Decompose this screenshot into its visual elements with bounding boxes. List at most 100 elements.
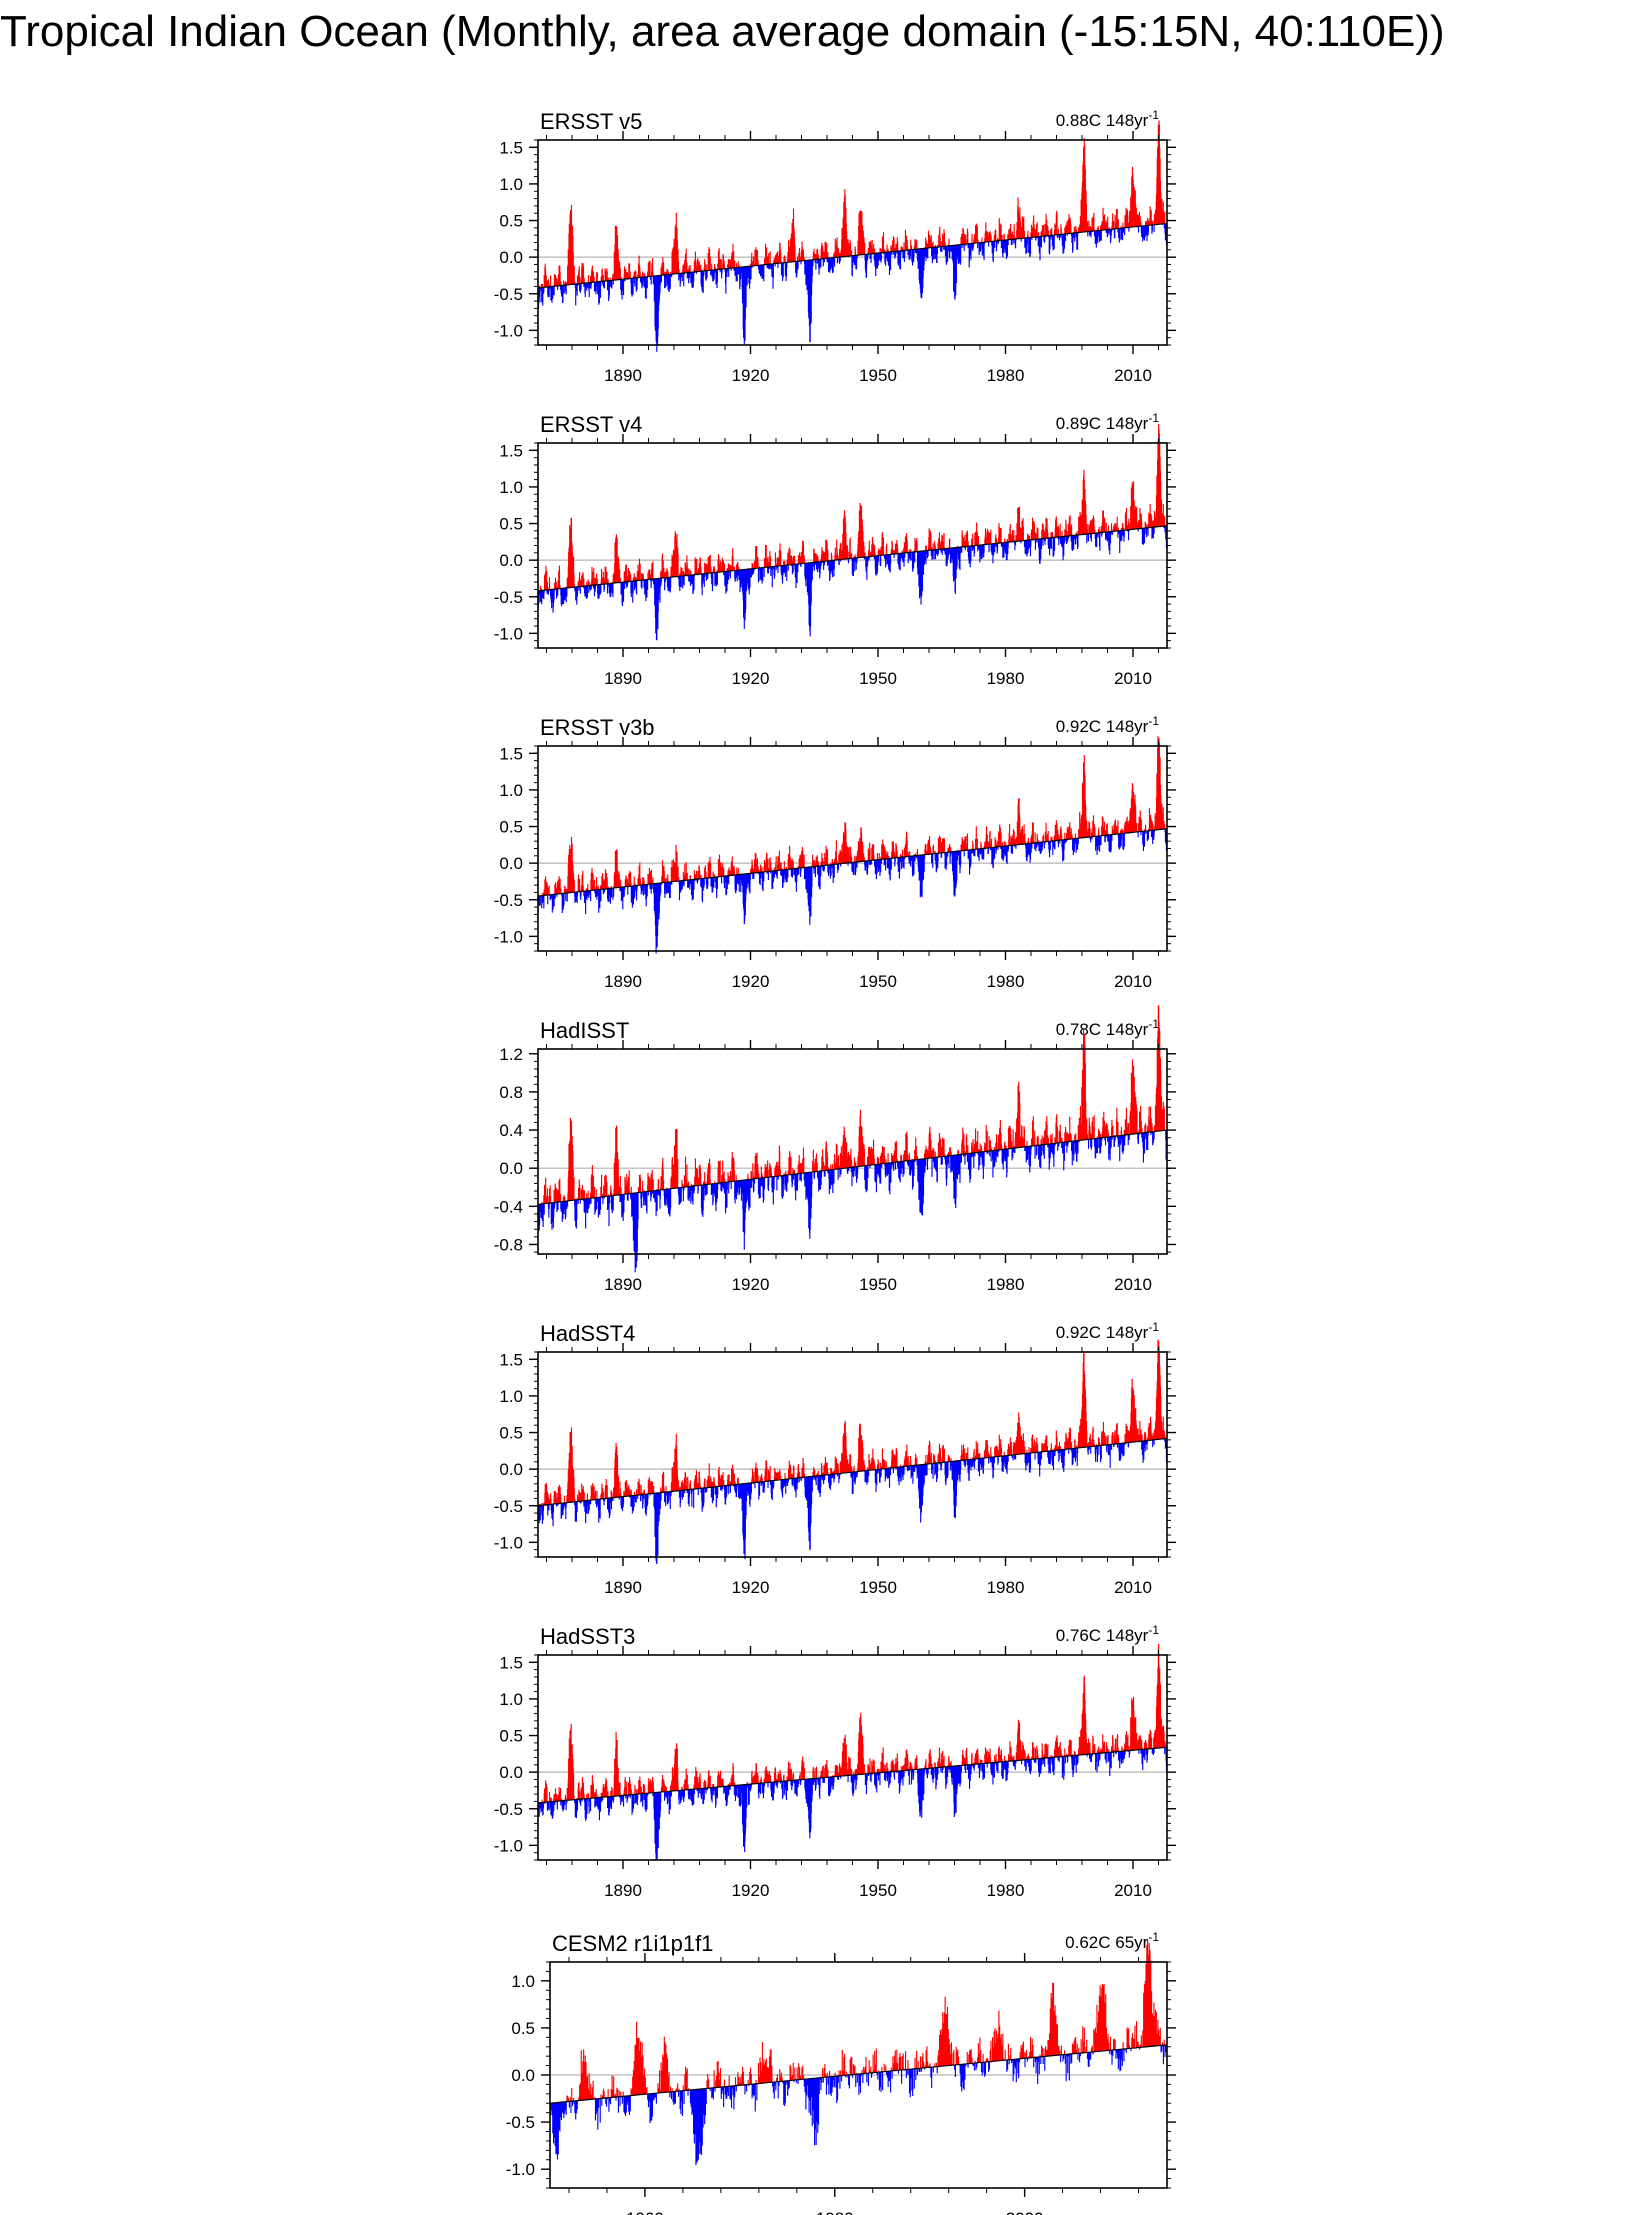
y-tick-label: 1.0: [499, 478, 523, 497]
y-tick-label: 1.5: [499, 1653, 523, 1672]
y-tick-label: 1.5: [499, 441, 523, 460]
chart-panel-3: ERSST v3b 0.92C 148yr-1 -1.0 -0.5 0.0 0.5 1.0 1…: [494, 714, 1176, 991]
chart-panel-6: HadSST3 0.76C 148yr-1 -1.0 -0.5 0.0 0.5 1.0 1.5…: [494, 1623, 1176, 1900]
chart-panel-2: ERSST v4 0.89C 148yr-1 -1.0 -0.5 0.0 0.5 1.0 1.…: [494, 411, 1176, 688]
x-tick-label: 1890: [604, 669, 642, 688]
trend-line: [537, 222, 1168, 289]
x-tick-label: 2010: [1114, 1881, 1152, 1900]
x-tick-label: 1920: [732, 972, 770, 991]
x-tick-label: 2010: [1114, 972, 1152, 991]
trend-line: [537, 1437, 1168, 1507]
y-tick-label: 0.0: [499, 248, 523, 267]
x-tick-label: 1890: [604, 1881, 642, 1900]
y-tick-label: 0.0: [499, 1159, 523, 1178]
positive-anomaly-bars: [566, 1939, 1165, 2102]
y-tick-label: 1.2: [499, 1045, 523, 1064]
x-tick-label: 2000: [1006, 2209, 1044, 2215]
trend-annotation: 0.89C 148yr-1: [1056, 411, 1160, 433]
y-tick-label: 0.0: [499, 1763, 523, 1782]
y-tick-label: 1.5: [499, 1350, 523, 1369]
y-tick-label: -0.5: [506, 2113, 535, 2132]
y-tick-label: -0.5: [494, 588, 523, 607]
chart-panel-7: CESM2 r1i1p1f1 0.62C 65yr-1 -1.0 -0.5 0.0 0.5…: [506, 1930, 1176, 2215]
panel-title: ERSST v3b: [540, 715, 655, 740]
x-tick-label: 1950: [859, 366, 897, 385]
x-tick-label: 2010: [1114, 1578, 1152, 1597]
y-tick-label: 0.5: [499, 818, 523, 837]
panel-title: HadISST: [540, 1018, 629, 1043]
x-tick-label: 1980: [987, 1881, 1025, 1900]
x-tick-label: 1960: [626, 2209, 664, 2215]
negative-anomaly-bars: [537, 223, 1168, 352]
y-tick-label: -1.0: [494, 1533, 523, 1552]
negative-anomaly-bars: [537, 1747, 1168, 1861]
trend-annotation: 0.92C 148yr-1: [1056, 1320, 1160, 1342]
y-tick-label: -1.0: [506, 2160, 535, 2179]
negative-anomaly-bars: [537, 828, 1168, 954]
positive-anomaly-bars: [541, 1005, 1166, 1204]
panel-title: HadSST4: [540, 1321, 635, 1346]
x-tick-label: 2010: [1114, 669, 1152, 688]
y-tick-label: 0.0: [499, 854, 523, 873]
y-tick-label: 0.0: [499, 1460, 523, 1479]
y-tick-label: 0.0: [511, 2066, 535, 2085]
y-tick-label: 0.8: [499, 1083, 523, 1102]
x-tick-label: 1890: [604, 972, 642, 991]
y-tick-label: -1.0: [494, 1836, 523, 1855]
y-tick-label: 1.0: [499, 781, 523, 800]
trend-line: [537, 1129, 1168, 1206]
y-tick-label: 1.0: [511, 1972, 535, 1991]
y-tick-label: 0.0: [499, 551, 523, 570]
x-tick-label: 1980: [987, 366, 1025, 385]
chart-panel-5: HadSST4 0.92C 148yr-1 -1.0 -0.5 0.0 0.5 1.0 1.5…: [494, 1320, 1176, 1597]
trend-line: [537, 1746, 1168, 1804]
y-tick-label: 0.4: [499, 1121, 523, 1140]
x-tick-label: 2010: [1114, 366, 1152, 385]
y-tick-label: 1.0: [499, 1690, 523, 1709]
x-tick-label: 1950: [859, 1275, 897, 1294]
x-tick-label: 1980: [987, 972, 1025, 991]
y-tick-label: 0.5: [499, 515, 523, 534]
chart-panel-1: ERSST v5 0.88C 148yr-1 -1.0 -0.5 0.0 0.5 1.0 1.…: [494, 108, 1176, 385]
trend-line: [549, 2044, 1168, 2104]
y-tick-label: -1.0: [494, 927, 523, 946]
y-tick-label: -0.5: [494, 891, 523, 910]
x-tick-label: 1980: [987, 1578, 1025, 1597]
y-tick-label: 0.5: [499, 212, 523, 231]
panel-title: ERSST v4: [540, 412, 642, 437]
panel-title: CESM2 r1i1p1f1: [552, 1931, 713, 1956]
y-tick-label: -0.5: [494, 1497, 523, 1516]
trend-annotation: 0.76C 148yr-1: [1056, 1623, 1160, 1645]
x-tick-label: 1920: [732, 1881, 770, 1900]
trend-annotation: 0.88C 148yr-1: [1056, 108, 1160, 130]
x-tick-label: 1950: [859, 669, 897, 688]
panel-title: HadSST3: [540, 1624, 635, 1649]
x-tick-label: 1890: [604, 1275, 642, 1294]
y-tick-label: -1.0: [494, 624, 523, 643]
main-title: Tropical Indian Ocean (Monthly, area ave…: [0, 7, 1445, 56]
y-tick-label: 1.5: [499, 138, 523, 157]
x-tick-label: 2010: [1114, 1275, 1152, 1294]
x-tick-label: 1890: [604, 1578, 642, 1597]
x-tick-label: 1980: [816, 2209, 854, 2215]
x-tick-label: 1980: [987, 669, 1025, 688]
panel-title: ERSST v5: [540, 109, 642, 134]
y-tick-label: -0.4: [494, 1197, 523, 1216]
trend-annotation: 0.62C 65yr-1: [1065, 1930, 1159, 1952]
trend-annotation: 0.78C 148yr-1: [1056, 1017, 1160, 1039]
y-tick-label: -0.5: [494, 285, 523, 304]
y-tick-label: 1.5: [499, 744, 523, 763]
negative-anomaly-bars: [537, 525, 1168, 641]
x-tick-label: 1980: [987, 1275, 1025, 1294]
y-tick-label: -0.8: [494, 1235, 523, 1254]
x-tick-label: 1950: [859, 972, 897, 991]
y-tick-label: 0.5: [511, 2019, 535, 2038]
trend-line: [537, 828, 1168, 897]
x-tick-label: 1920: [732, 669, 770, 688]
x-tick-label: 1950: [859, 1578, 897, 1597]
y-tick-label: -1.0: [494, 321, 523, 340]
y-tick-label: 1.0: [499, 175, 523, 194]
y-tick-label: 1.0: [499, 1387, 523, 1406]
trend-annotation: 0.92C 148yr-1: [1056, 714, 1160, 736]
